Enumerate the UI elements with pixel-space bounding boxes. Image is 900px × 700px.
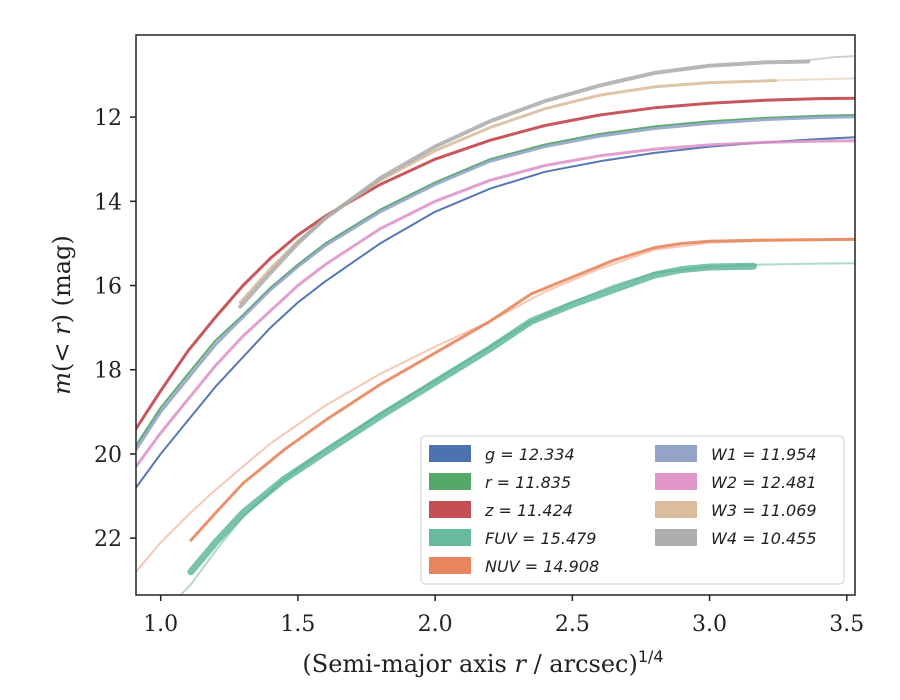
x-tick-label: 2.5 bbox=[555, 612, 590, 637]
plot-frame bbox=[135, 34, 856, 596]
legend-swatch bbox=[655, 473, 697, 490]
legend-swatch bbox=[429, 473, 471, 490]
legend-swatch bbox=[429, 529, 471, 546]
series-line-5 bbox=[136, 115, 855, 452]
x-tick-label: 1.0 bbox=[143, 612, 178, 637]
y-tick-label: 14 bbox=[94, 190, 122, 215]
legend-entry: W4 = 10.455 bbox=[711, 529, 817, 548]
y-tick-label: 12 bbox=[94, 106, 122, 131]
x-tick-label: 3.5 bbox=[829, 612, 864, 637]
legend-swatch bbox=[429, 501, 471, 518]
series-line-8 bbox=[238, 59, 811, 309]
series-line-0 bbox=[136, 136, 855, 489]
legend-entry: W2 = 12.481 bbox=[711, 473, 817, 492]
series-line-4 bbox=[189, 237, 855, 542]
series-line-6 bbox=[136, 139, 855, 469]
legend-entry: FUV = 15.479 bbox=[485, 529, 596, 548]
legend-entry: g = 12.334 bbox=[485, 445, 575, 464]
series-line-2 bbox=[136, 96, 855, 431]
extended-profile-3 bbox=[807, 55, 855, 62]
y-tick-label: 20 bbox=[94, 443, 122, 468]
y-tick-label: 18 bbox=[94, 359, 122, 384]
series-line-3 bbox=[187, 262, 757, 576]
y-tick-label: 22 bbox=[94, 527, 122, 552]
y-axis: 12 14 16 18 20 22 bbox=[94, 106, 136, 552]
legend-swatch bbox=[655, 445, 697, 462]
legend: g = 12.334 r = 11.835 z = 11.424 FUV = 15.4… bbox=[420, 435, 845, 585]
legend-swatch bbox=[429, 557, 471, 574]
legend-entry: r = 11.835 bbox=[485, 473, 571, 492]
x-axis-label: (Semi-major axis r / arcsec)1/4 bbox=[302, 647, 663, 678]
legend-swatch bbox=[655, 501, 697, 518]
legend-swatch bbox=[429, 445, 471, 462]
legend-entry: NUV = 14.908 bbox=[485, 557, 599, 576]
legend-entry: z = 11.424 bbox=[484, 501, 573, 520]
legend-entry: W3 = 11.069 bbox=[711, 501, 817, 520]
legend-box bbox=[420, 435, 845, 585]
y-axis-label: m(< r) (mag) bbox=[48, 235, 76, 395]
profile-curves bbox=[136, 55, 855, 595]
legend-swatch bbox=[655, 529, 697, 546]
y-tick-label: 16 bbox=[94, 275, 122, 300]
extended-profile-2 bbox=[774, 77, 855, 82]
legend-entry: W1 = 11.954 bbox=[711, 445, 817, 464]
series-line-1 bbox=[136, 114, 855, 447]
x-axis: 1.0 1.5 2.0 2.5 3.0 3.5 bbox=[143, 595, 864, 637]
x-tick-label: 3.0 bbox=[692, 612, 727, 637]
x-tick-label: 1.5 bbox=[280, 612, 315, 637]
x-tick-label: 2.0 bbox=[418, 612, 453, 637]
